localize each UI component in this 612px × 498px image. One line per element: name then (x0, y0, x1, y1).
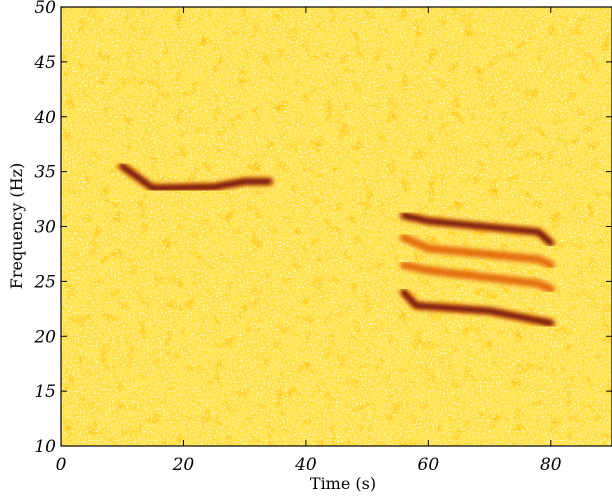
x-tick-label: 60 (418, 455, 440, 475)
y-tick-label: 50 (34, 0, 56, 18)
x-tick-label: 0 (56, 455, 67, 475)
noise-texture-white (61, 7, 612, 446)
frequency-tracks (117, 33, 556, 413)
frequency-track (399, 260, 556, 294)
x-tick-label: 20 (172, 455, 195, 475)
track-core (401, 213, 554, 246)
y-tick-label: 15 (34, 382, 56, 402)
frequency-track (117, 161, 274, 193)
frequency-track (399, 287, 556, 328)
track-core (402, 263, 553, 291)
y-tick-label: 25 (33, 272, 56, 292)
frequency-track (399, 211, 556, 248)
x-axis: 0 20 40 60 80 (56, 7, 562, 475)
x-axis-title: Time (s) (310, 474, 376, 493)
track-core (402, 235, 553, 267)
y-tick-label: 20 (33, 327, 56, 347)
x-tick-label: 80 (540, 455, 562, 475)
track-core (119, 163, 272, 191)
y-tick-label: 30 (34, 218, 56, 238)
y-tick-label: 35 (34, 163, 56, 183)
y-axis-title: Frequency (Hz) (7, 163, 26, 290)
frequency-track (399, 233, 556, 270)
y-tick-label: 10 (34, 437, 56, 457)
y-tick-label: 40 (33, 108, 56, 128)
x-tick-label: 40 (294, 455, 317, 475)
track-core (401, 289, 554, 326)
y-tick-label: 45 (33, 53, 56, 73)
plot-area (61, 7, 612, 446)
y-axis: 10 15 20 25 30 35 40 45 50 (33, 0, 612, 457)
